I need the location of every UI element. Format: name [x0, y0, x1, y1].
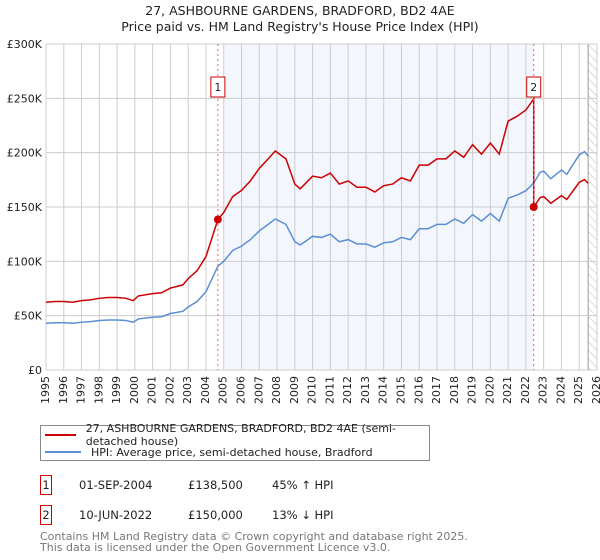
footer-licence: This data is licensed under the Open Gov…: [40, 541, 391, 554]
x-tick-label: 2007: [252, 376, 265, 404]
x-tick-label: 2017: [430, 376, 443, 404]
x-tick-label: 2022: [519, 376, 532, 404]
hpi-line: [45, 150, 589, 325]
legend-swatch-red: [45, 434, 76, 436]
x-tick-label: 2011: [323, 376, 336, 404]
x-tick-label: 1999: [110, 376, 123, 404]
y-tick-label: £50K: [14, 310, 43, 323]
x-tick-label: 2026: [590, 376, 600, 404]
sale-label: 1: [214, 81, 221, 94]
x-tick-label: 1995: [39, 376, 52, 404]
x-tick-label: 2023: [537, 376, 550, 404]
x-tick-label: 2008: [270, 376, 283, 404]
x-tick-label: 2025: [572, 376, 585, 404]
transaction-price: £138,500: [188, 478, 243, 492]
x-tick-label: 1998: [92, 376, 105, 404]
y-tick-label: £250K: [7, 92, 43, 105]
sale-label: 2: [530, 81, 537, 94]
x-tick-label: 2006: [235, 376, 248, 404]
transaction-badge: 2: [40, 505, 52, 525]
legend-swatch-blue: [45, 451, 81, 453]
x-tick-label: 2003: [181, 376, 194, 404]
chart-title: 27, ASHBOURNE GARDENS, BRADFORD, BD2 4AE: [145, 3, 455, 18]
transaction-hpi: 45% ↑ HPI: [272, 478, 334, 492]
y-tick-label: £200K: [7, 147, 43, 160]
legend: 27, ASHBOURNE GARDENS, BRADFORD, BD2 4AE…: [40, 422, 430, 461]
transaction-date: 01-SEP-2004: [79, 478, 153, 492]
x-tick-label: 2013: [359, 376, 372, 404]
x-tick-label: 2014: [377, 376, 390, 404]
sale-label-box: [210, 76, 226, 98]
chart-subtitle: Price paid vs. HM Land Registry's House …: [121, 19, 479, 34]
plot-area: 1 2 1995 1996 1997 1998 1999 2000 2001 2002 2003 20…: [7, 38, 600, 404]
x-tick-label: 2010: [306, 376, 319, 404]
legend-item-hpi: HPI: Average price, semi-detached house,…: [45, 444, 373, 460]
footer-copyright: Contains HM Land Registry data © Crown c…: [40, 530, 468, 543]
legend-label-hpi: HPI: Average price, semi-detached house,…: [91, 445, 373, 459]
sale-point: [213, 215, 222, 224]
x-tick-label: 2004: [199, 376, 212, 404]
legend-item-property: 27, ASHBOURNE GARDENS, BRADFORD, BD2 4AE…: [45, 422, 429, 448]
transaction-date: 10-JUN-2022: [79, 508, 153, 522]
x-tick-label: 1997: [75, 376, 88, 404]
x-tick-label: 2024: [554, 376, 567, 404]
x-tick-label: 2019: [466, 376, 479, 404]
x-tick-label: 2002: [163, 376, 176, 404]
sale-label-box: [526, 76, 542, 98]
y-tick-label: £300K: [7, 38, 43, 51]
x-tick-label: 2020: [483, 376, 496, 404]
transaction-price: £150,000: [188, 508, 243, 522]
x-tick-label: 2005: [217, 376, 230, 404]
x-tick-label: 2000: [128, 376, 141, 404]
sale-point: [529, 203, 538, 211]
x-tick-label: 2001: [146, 376, 159, 404]
transaction-hpi: 13% ↓ HPI: [272, 508, 334, 522]
x-tick-label: 1996: [57, 376, 70, 404]
legend-label-property: 27, ASHBOURNE GARDENS, BRADFORD, BD2 4AE…: [85, 422, 396, 448]
transaction-badge: 1: [40, 475, 52, 495]
x-tick-label: 2018: [448, 376, 461, 404]
x-tick-label: 2015: [394, 376, 407, 404]
x-tick-label: 2009: [288, 376, 301, 404]
y-tick-label: £0: [28, 364, 42, 377]
x-tick-label: 2021: [501, 376, 514, 404]
property-line: [45, 96, 589, 304]
x-tick-label: 2016: [412, 376, 425, 404]
x-tick-label: 2012: [341, 376, 354, 404]
y-tick-label: £100K: [7, 255, 43, 268]
y-tick-label: £150K: [7, 201, 43, 214]
